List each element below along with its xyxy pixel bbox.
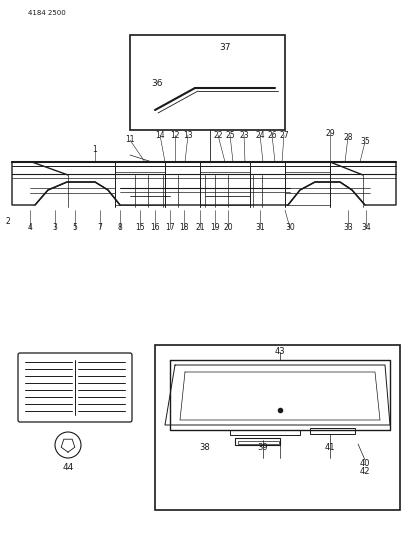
Text: 19: 19 xyxy=(210,223,220,232)
Text: 28: 28 xyxy=(343,133,353,141)
Text: 5: 5 xyxy=(73,223,78,232)
Text: 34: 34 xyxy=(361,223,371,232)
Text: 14: 14 xyxy=(155,131,165,140)
Text: 8: 8 xyxy=(118,223,122,232)
Text: 7: 7 xyxy=(98,223,102,232)
Text: 40: 40 xyxy=(360,459,370,469)
Text: 11: 11 xyxy=(125,135,135,144)
Bar xyxy=(130,35,285,130)
Text: 37: 37 xyxy=(219,44,231,52)
Bar xyxy=(230,430,300,435)
Text: 15: 15 xyxy=(135,223,145,232)
Text: 12: 12 xyxy=(170,131,180,140)
Text: 23: 23 xyxy=(239,131,249,140)
Text: 3: 3 xyxy=(53,223,58,232)
Text: 39: 39 xyxy=(258,443,268,453)
Text: 27: 27 xyxy=(279,131,289,140)
Text: 25: 25 xyxy=(225,131,235,140)
Text: 42: 42 xyxy=(360,467,370,477)
Bar xyxy=(235,438,280,445)
Text: 13: 13 xyxy=(183,131,193,140)
Text: 38: 38 xyxy=(200,443,211,453)
Text: 41: 41 xyxy=(325,443,335,453)
Text: 4: 4 xyxy=(28,223,33,232)
Text: 21: 21 xyxy=(195,223,205,232)
Text: 31: 31 xyxy=(255,223,265,232)
Text: 26: 26 xyxy=(267,131,277,140)
Text: 18: 18 xyxy=(179,223,189,232)
Text: 24: 24 xyxy=(255,131,265,140)
Text: 35: 35 xyxy=(360,138,370,147)
Text: 44: 44 xyxy=(62,464,73,472)
Text: 16: 16 xyxy=(150,223,160,232)
Text: 30: 30 xyxy=(285,223,295,232)
Text: 22: 22 xyxy=(213,131,223,140)
Text: 33: 33 xyxy=(343,223,353,232)
Text: 36: 36 xyxy=(151,78,163,87)
Bar xyxy=(155,345,400,510)
Bar xyxy=(310,428,355,434)
Text: 43: 43 xyxy=(275,348,285,357)
Text: 4184 2500: 4184 2500 xyxy=(28,10,66,16)
Text: 20: 20 xyxy=(223,223,233,232)
Text: 29: 29 xyxy=(325,128,335,138)
Bar xyxy=(238,441,279,444)
Text: 17: 17 xyxy=(165,223,175,232)
Text: 2: 2 xyxy=(6,217,10,227)
Text: 1: 1 xyxy=(93,146,98,155)
